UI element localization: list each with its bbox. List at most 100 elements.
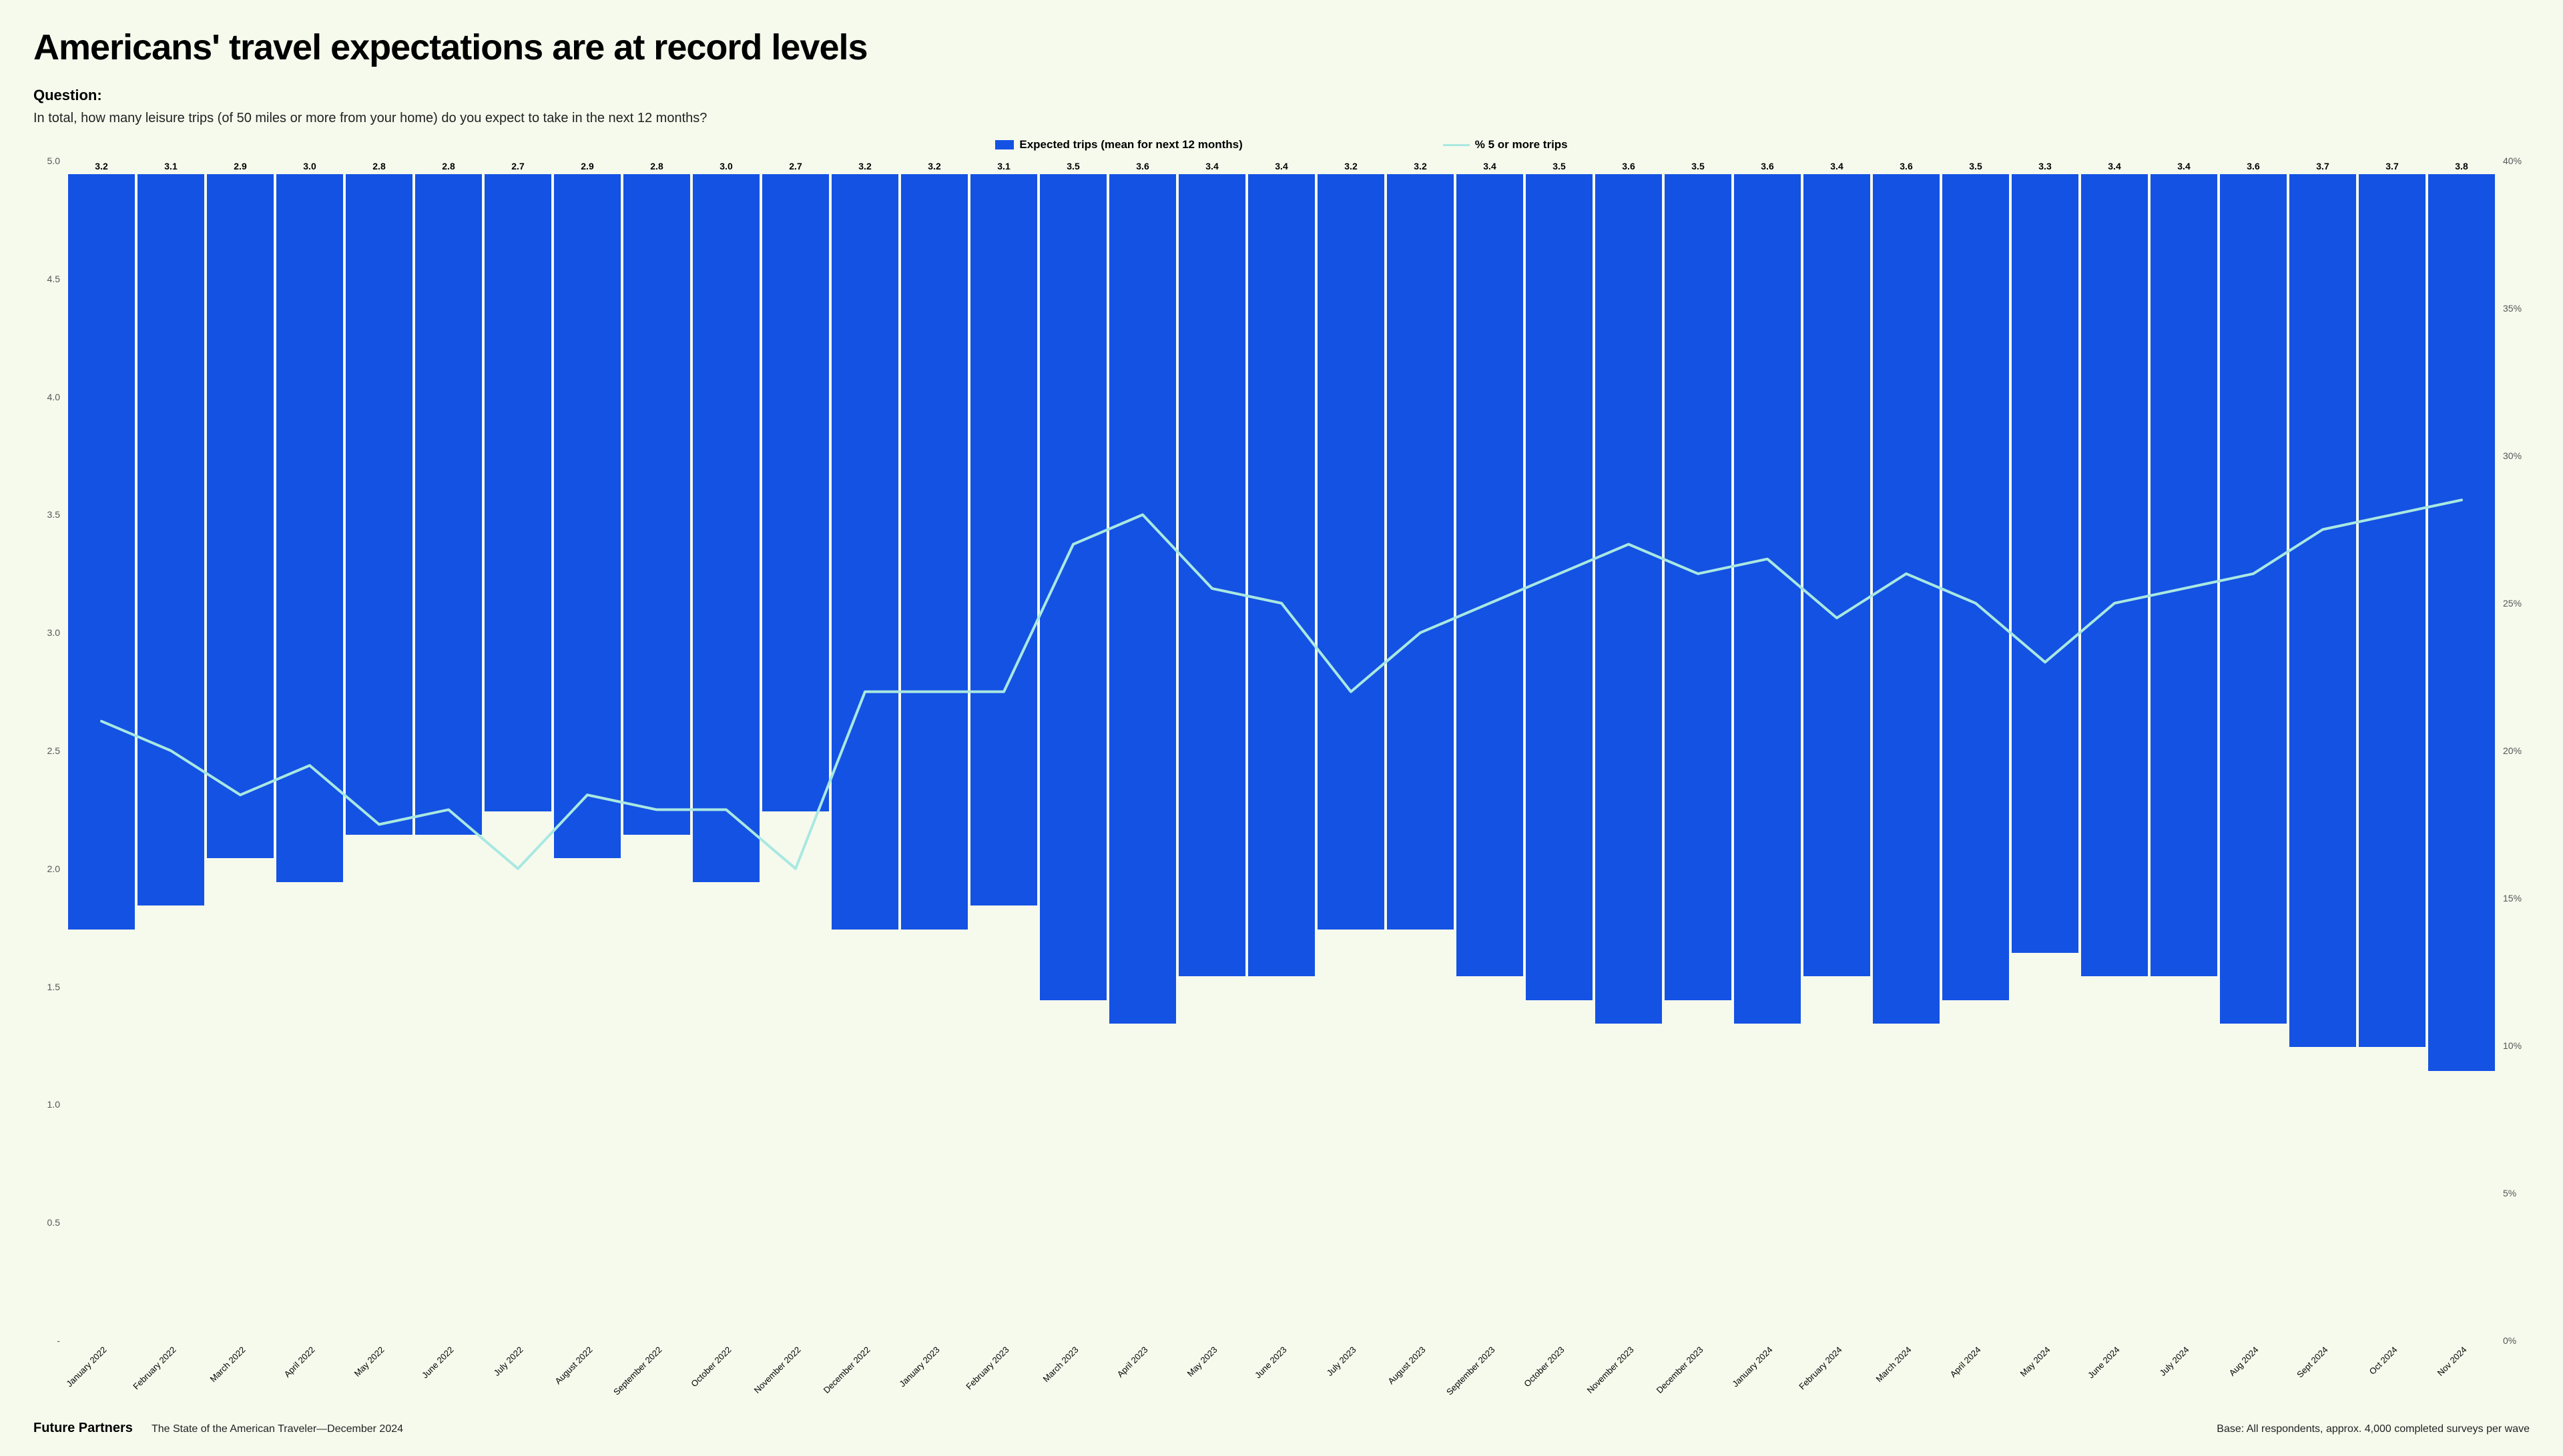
- legend-item-bars: Expected trips (mean for next 12 months): [995, 138, 1242, 151]
- bar-column: 2.9: [554, 161, 621, 1341]
- bar: [68, 174, 135, 930]
- bar-data-label: 3.6: [1761, 161, 1773, 171]
- x-axis-labels: January 2022February 2022March 2022April…: [68, 1341, 2495, 1414]
- bar-data-label: 3.1: [164, 161, 177, 171]
- x-axis-label: March 2023: [1040, 1345, 1107, 1414]
- bar-column: 3.5: [1942, 161, 2009, 1341]
- x-axis-label: March 2022: [207, 1345, 274, 1414]
- bar-column: 3.1: [970, 161, 1037, 1341]
- bar-data-label: 3.4: [1483, 161, 1496, 171]
- bar: [1942, 174, 2009, 1000]
- bar-data-label: 2.7: [789, 161, 802, 171]
- y-axis-right: 40%35%30%25%20%15%10%5%0%: [2495, 161, 2530, 1341]
- legend-label-bars: Expected trips (mean for next 12 months): [1019, 138, 1242, 151]
- bar-data-label: 2.8: [442, 161, 455, 171]
- legend-label-line: % 5 or more trips: [1475, 138, 1568, 151]
- bar-data-label: 3.5: [1067, 161, 1079, 171]
- x-axis-label: April 2022: [276, 1345, 343, 1414]
- x-axis-label: May 2024: [2012, 1345, 2078, 1414]
- bar: [1803, 174, 1870, 976]
- bar-data-label: 3.8: [2455, 161, 2468, 171]
- x-axis-label: April 2024: [1942, 1345, 2009, 1414]
- bar: [2151, 174, 2217, 976]
- y-axis-left: 5.04.54.03.53.02.52.01.51.00.5-: [33, 161, 68, 1341]
- x-axis-label: February 2022: [137, 1345, 204, 1414]
- bar-column: 2.8: [346, 161, 412, 1341]
- bar: [1665, 174, 1731, 1000]
- bar-column: 3.5: [1526, 161, 1593, 1341]
- bar-data-label: 3.7: [2316, 161, 2329, 171]
- bar: [832, 174, 898, 930]
- bar-data-label: 2.7: [511, 161, 524, 171]
- bar-data-label: 3.0: [303, 161, 316, 171]
- bar-data-label: 3.5: [1691, 161, 1704, 171]
- x-axis-label: June 2024: [2081, 1345, 2148, 1414]
- bar-column: 3.2: [832, 161, 898, 1341]
- bar-data-label: 3.6: [2247, 161, 2259, 171]
- bar-column: 3.2: [1387, 161, 1454, 1341]
- bar-data-label: 3.2: [1344, 161, 1357, 171]
- legend-item-line: % 5 or more trips: [1443, 138, 1568, 151]
- bar-column: 3.4: [1803, 161, 1870, 1341]
- bar: [2081, 174, 2148, 976]
- bar: [693, 174, 760, 882]
- bar-data-label: 3.6: [1900, 161, 1912, 171]
- bar-data-label: 3.4: [1205, 161, 1218, 171]
- bar: [276, 174, 343, 882]
- bar-data-label: 3.6: [1136, 161, 1149, 171]
- bar-column: 3.8: [2428, 161, 2495, 1341]
- bar: [137, 174, 204, 905]
- bar-data-label: 2.8: [650, 161, 663, 171]
- bar-column: 2.7: [762, 161, 829, 1341]
- bar: [1873, 174, 1940, 1024]
- bar-series: 3.23.12.93.02.82.82.72.92.83.02.73.23.23…: [68, 161, 2495, 1341]
- chart-legend: Expected trips (mean for next 12 months)…: [33, 138, 2530, 151]
- x-axis-label: Nov 2024: [2428, 1345, 2495, 1414]
- bar-column: 3.6: [1109, 161, 1176, 1341]
- bar-data-label: 3.4: [1275, 161, 1288, 171]
- x-axis-label: September 2023: [1456, 1345, 1523, 1414]
- bar-column: 3.4: [2081, 161, 2148, 1341]
- bar-data-label: 3.3: [2038, 161, 2051, 171]
- x-axis-label: Aug 2024: [2220, 1345, 2287, 1414]
- bar-column: 3.6: [1873, 161, 1940, 1341]
- bar: [1526, 174, 1593, 1000]
- bar: [1248, 174, 1315, 976]
- x-axis-label: April 2023: [1109, 1345, 1176, 1414]
- bar-column: 3.5: [1040, 161, 1107, 1341]
- bar: [970, 174, 1037, 905]
- bar: [2012, 174, 2078, 953]
- bar-column: 3.7: [2359, 161, 2426, 1341]
- bar-column: 2.8: [415, 161, 482, 1341]
- x-axis-label: June 2022: [415, 1345, 482, 1414]
- chart-footer: Future Partners The State of the America…: [33, 1421, 2530, 1436]
- bar: [554, 174, 621, 858]
- footer-source: The State of the American Traveler—Decem…: [152, 1423, 2217, 1435]
- bar-column: 3.7: [2289, 161, 2356, 1341]
- x-axis-label: September 2022: [623, 1345, 690, 1414]
- bar: [1456, 174, 1523, 976]
- bar-data-label: 3.2: [858, 161, 871, 171]
- bar: [1179, 174, 1245, 976]
- bar-column: 3.2: [1318, 161, 1384, 1341]
- bar: [415, 174, 482, 835]
- bar-data-label: 3.4: [2108, 161, 2120, 171]
- bar: [485, 174, 551, 811]
- x-axis-label: December 2023: [1665, 1345, 1731, 1414]
- x-axis-label: January 2023: [901, 1345, 968, 1414]
- x-axis-label: June 2023: [1248, 1345, 1315, 1414]
- bar-column: 3.6: [2220, 161, 2287, 1341]
- x-axis-label: February 2024: [1803, 1345, 1870, 1414]
- x-axis-label: November 2023: [1595, 1345, 1662, 1414]
- x-axis-label: July 2024: [2151, 1345, 2217, 1414]
- legend-swatch-bar: [995, 140, 1014, 149]
- bar-data-label: 3.2: [95, 161, 107, 171]
- bar-column: 3.2: [901, 161, 968, 1341]
- bar-data-label: 3.0: [720, 161, 732, 171]
- bar: [1040, 174, 1107, 1000]
- bar-column: 3.0: [276, 161, 343, 1341]
- bar-data-label: 3.1: [997, 161, 1010, 171]
- bar-column: 2.7: [485, 161, 551, 1341]
- x-axis-label: Sept 2024: [2289, 1345, 2356, 1414]
- bar-column: 3.1: [137, 161, 204, 1341]
